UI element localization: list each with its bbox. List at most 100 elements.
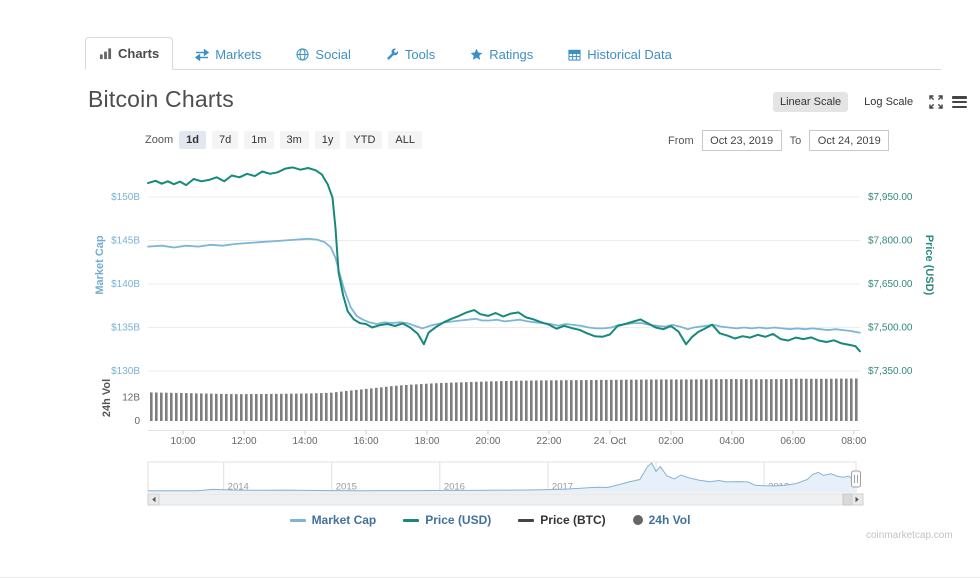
navigator-handle[interactable] [851, 470, 861, 488]
tab-markets[interactable]: Markets [182, 39, 274, 70]
x-tick-label: 08:00 [841, 436, 866, 447]
scale-controls: Linear Scale Log Scale [773, 92, 968, 112]
tab-label: Social [315, 47, 351, 62]
y-axis-labels: $150B $145B $140B $135B $130B $7,950.00 $7,800… [111, 192, 913, 427]
wrench-icon [386, 48, 399, 61]
x-tick-label: 22:00 [536, 436, 561, 447]
date-range-controls: From To [668, 130, 890, 151]
fullscreen-icon[interactable] [929, 95, 943, 109]
price-tick-label: $7,500.00 [868, 323, 913, 334]
navigator-year-label: 2014 [228, 482, 249, 493]
navigator-year-label: 2017 [552, 482, 573, 493]
zoom-button-1d[interactable]: 1d [179, 131, 206, 149]
legend-label: Price (BTC) [540, 513, 606, 527]
zoom-button-7d[interactable]: 7d [211, 131, 239, 149]
log-scale-button[interactable]: Log Scale [864, 96, 914, 108]
legend-marker-market-cap [289, 518, 306, 522]
x-tick-label: 14:00 [293, 436, 318, 447]
x-tick-label: 20:00 [475, 436, 500, 447]
market-cap-tick-label: $145B [111, 236, 140, 247]
tab-label: Tools [404, 47, 436, 62]
zoom-button-all[interactable]: ALL [388, 131, 422, 149]
tab-historical-data[interactable]: Historical Data [555, 39, 685, 70]
legend-item-price-btc-[interactable]: Price (BTC) [518, 513, 606, 527]
price-axis-title: Price (USD) [923, 234, 935, 296]
x-tick-label: 18:00 [414, 436, 439, 447]
price-tick-label: $7,650.00 [868, 279, 913, 290]
x-tick-label: 24. Oct [594, 436, 626, 447]
volume-tick-label: 0 [134, 416, 140, 427]
tab-ratings[interactable]: Ratings [457, 39, 546, 70]
legend-item-price-usd-[interactable]: Price (USD) [403, 513, 491, 527]
volume-bars [150, 378, 858, 421]
globe-icon [296, 48, 310, 61]
navigator[interactable]: 201420152016201720182019 [147, 461, 857, 493]
page-title: Bitcoin Charts [88, 86, 234, 112]
legend-marker-price-btc- [518, 518, 535, 522]
volume-tick-label: 12B [122, 392, 140, 403]
x-tick-label: 06:00 [780, 436, 805, 447]
star-icon [470, 48, 483, 61]
tab-label: Charts [118, 46, 160, 61]
tab-social[interactable]: Social [283, 39, 363, 70]
bar-chart-icon [99, 47, 112, 60]
zoom-controls: Zoom 1d 7d 1m 3m 1y YTD ALL [145, 131, 422, 149]
legend-item-market-cap[interactable]: Market Cap [289, 513, 377, 527]
scrollbar-left-arrow[interactable] [147, 493, 160, 506]
x-tick-label: 02:00 [658, 436, 683, 447]
menu-icon[interactable] [952, 96, 968, 108]
chart-legend: Market Cap Price (USD) Price (BTC) 24h Vol [0, 513, 980, 527]
x-tick-label: 10:00 [171, 436, 196, 447]
price-tick-label: $7,800.00 [868, 236, 913, 247]
legend-item-24h-vol[interactable]: 24h Vol [632, 513, 691, 527]
zoom-label: Zoom [145, 134, 174, 146]
x-tick-label: 04:00 [719, 436, 744, 447]
to-date-input[interactable] [809, 130, 890, 151]
market-cap-axis-title: Market Cap [94, 235, 106, 295]
scrollbar-track[interactable] [158, 493, 844, 506]
market-cap-line [147, 237, 861, 334]
navigator-area[interactable] [148, 463, 856, 492]
from-date-input[interactable] [701, 130, 782, 151]
swap-arrows-icon [195, 48, 210, 61]
navigator-scrollbar [147, 493, 864, 506]
navigator-year-label: 2015 [336, 482, 357, 493]
scrollbar-thumb[interactable] [842, 493, 853, 506]
tab-label: Ratings [489, 47, 534, 62]
from-label: From [668, 134, 694, 147]
navigator-year-label: 2016 [444, 482, 465, 493]
to-label: To [789, 134, 802, 147]
zoom-button-1m[interactable]: 1m [244, 131, 274, 149]
chart-plot-area[interactable] [148, 163, 860, 421]
market-cap-tick-label: $130B [111, 366, 140, 377]
linear-scale-button[interactable]: Linear Scale [773, 92, 849, 112]
price-tick-label: $7,950.00 [868, 192, 913, 203]
legend-label: 24h Vol [648, 513, 691, 527]
zoom-button-1y[interactable]: 1y [314, 131, 341, 149]
x-tick-label: 12:00 [232, 436, 257, 447]
tab-label: Markets [215, 47, 262, 62]
gridlines [148, 196, 860, 431]
chart-tabs: Charts Markets Social Tools Ratings Historica… [85, 36, 941, 70]
zoom-button-ytd[interactable]: YTD [346, 131, 383, 149]
market-cap-tick-label: $135B [111, 323, 140, 334]
market-cap-tick-label: $150B [111, 192, 140, 203]
zoom-button-3m[interactable]: 3m [279, 131, 309, 149]
scrollbar-right-arrow[interactable] [851, 493, 864, 506]
legend-label: Price (USD) [425, 513, 492, 527]
price-tick-label: $7,350.00 [868, 366, 913, 377]
volume-axis-title: 24h Vol [101, 378, 113, 418]
tab-charts[interactable]: Charts [85, 37, 174, 70]
legend-marker-price-usd- [403, 518, 420, 522]
x-axis-labels: 10:00 12:00 14:00 16:00 18:00 20:00 22:00 24. O… [171, 430, 867, 447]
navigator-line [148, 462, 857, 492]
x-tick-label: 16:00 [353, 436, 378, 447]
tab-tools[interactable]: Tools [373, 39, 448, 70]
watermark: coinmarketcap.com [866, 530, 953, 541]
tab-label: Historical Data [587, 47, 672, 62]
legend-label: Market Cap [311, 513, 377, 527]
market-cap-tick-label: $140B [111, 279, 140, 290]
price-usd-line [147, 166, 861, 353]
